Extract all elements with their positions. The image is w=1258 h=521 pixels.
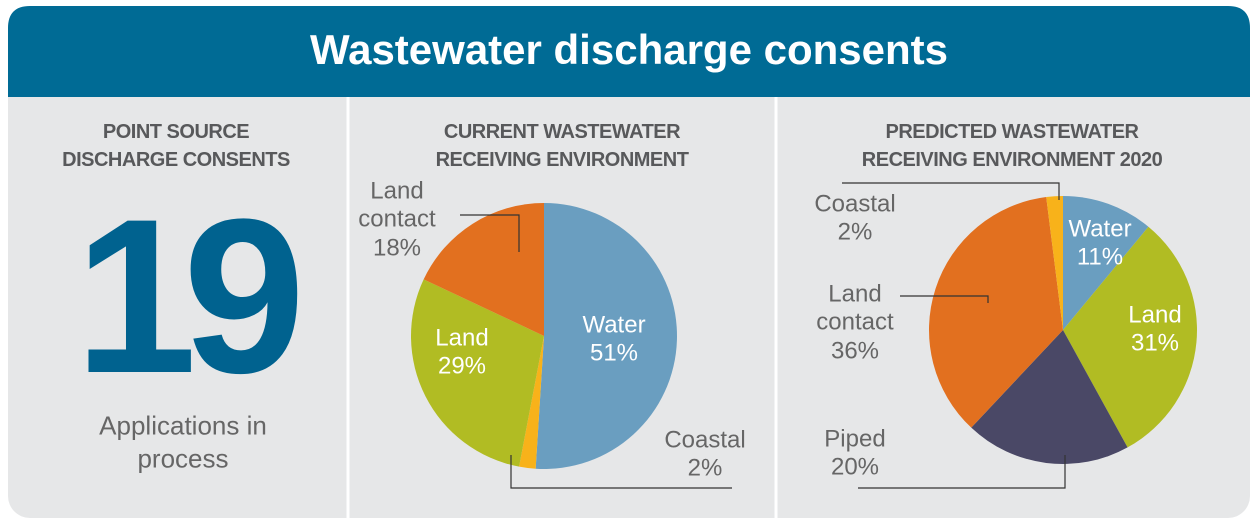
big-number: 19 [74, 173, 306, 419]
slice-value: 31% [1130, 330, 1180, 357]
slice-name: Land contact [816, 280, 894, 336]
slice-label: Land contact 36% [805, 281, 905, 366]
pie-slice [1063, 226, 1197, 448]
slice-label: Coastal 2% [655, 427, 755, 484]
slice-value: 29% [437, 353, 487, 380]
chart-title: RECEIVING ENVIRONMENT 2020 [861, 149, 1163, 171]
slice-name: Coastal [814, 190, 896, 218]
slice-label: Piped 20% [805, 426, 905, 483]
pie-slice [535, 203, 678, 469]
slice-label: Land 29% [412, 325, 512, 382]
pie-slice [519, 336, 544, 469]
caption: Applications in process [99, 410, 267, 474]
slice-name: Coastal [664, 426, 746, 454]
slice-name: Land contact [358, 177, 436, 233]
pie-slice [1063, 196, 1149, 330]
slice-label: Water 11% [1050, 216, 1150, 273]
slice-name: Water [1068, 215, 1132, 243]
slice-value: 36% [830, 337, 880, 365]
slice-value: 20% [830, 454, 880, 481]
slice-value: 51% [589, 340, 639, 367]
pie-slice [410, 279, 544, 467]
chart-title: PREDICTED WASTEWATER [885, 121, 1139, 143]
chart-title: CURRENT WASTEWATER [443, 121, 681, 143]
leader-lines [460, 182, 1066, 489]
slice-value: 2% [687, 455, 723, 482]
chart-title: RECEIVING ENVIRONMENT [435, 149, 689, 171]
leader-line [510, 455, 732, 489]
leader-line [460, 214, 520, 252]
slice-label: Land contact 18% [347, 178, 447, 263]
slice-value: 11% [1076, 244, 1124, 271]
leader-line [842, 182, 1060, 200]
slice-value: 2% [837, 219, 873, 246]
slice-name: Water [582, 311, 646, 339]
slice-label: Land 31% [1105, 302, 1205, 359]
leader-line [900, 295, 989, 303]
pie-slice [971, 330, 1128, 464]
header-title: Wastewater discharge consents [310, 26, 948, 73]
slice-name: Land [1128, 301, 1182, 329]
panel-title: POINT SOURCE [102, 121, 250, 143]
pie-slice [929, 197, 1063, 428]
leader-line [858, 455, 1066, 489]
slice-value: 18% [372, 234, 422, 262]
slice-name: Land [435, 324, 489, 352]
panel-title: DISCHARGE CONSENTS [62, 149, 290, 171]
slice-name: Piped [824, 425, 886, 453]
slice-label: Water 51% [564, 312, 664, 369]
pie-slice [1046, 196, 1063, 330]
pie-slice [423, 203, 544, 336]
slice-label: Coastal 2% [805, 191, 905, 248]
header-bar [8, 6, 1250, 97]
